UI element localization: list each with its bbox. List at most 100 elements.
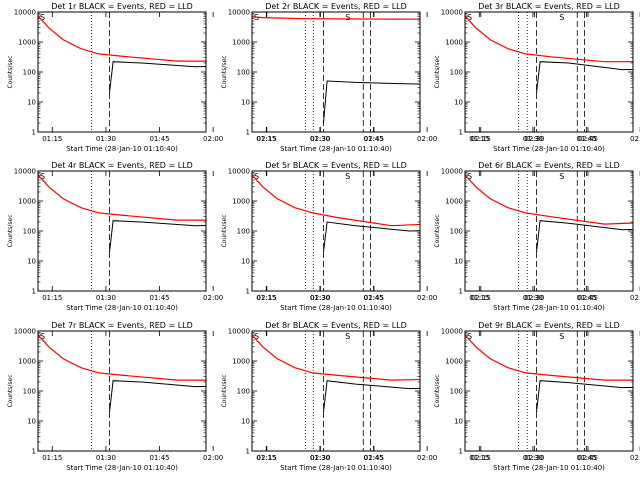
y-tick-label: 1000 bbox=[18, 39, 36, 47]
panel-det-2: Det 2r BLACK = Events, RED = LLD Counts/s… bbox=[221, 2, 598, 153]
x-tick-label: 02:30 bbox=[310, 454, 330, 462]
x-tick-label: 02:30 bbox=[524, 294, 544, 302]
x-tick-label: 01:30 bbox=[310, 454, 330, 462]
y-tick-label: 10000 bbox=[228, 9, 250, 17]
y-tick-label: 10 bbox=[454, 258, 463, 266]
x-tick-label: 01:30 bbox=[96, 135, 116, 143]
y-axis-label: Counts/sec bbox=[434, 55, 441, 88]
y-axis-label: Counts/sec bbox=[221, 374, 228, 407]
x-tick-label: 01:45 bbox=[576, 454, 596, 462]
y-tick-label: 10 bbox=[27, 258, 36, 266]
saa-flag: S bbox=[467, 332, 472, 341]
series-lld-line bbox=[38, 334, 206, 381]
plot-frame bbox=[251, 330, 421, 452]
panel-det-9: Det 9r BLACK = Events, RED = LLD Counts/s… bbox=[434, 321, 640, 472]
panel-det-5: Det 5r BLACK = Events, RED = LLD Counts/s… bbox=[221, 161, 598, 312]
x-axis-label: Start Time (28-Jan-10 01:10:40) bbox=[280, 464, 392, 472]
y-tick-label: 100 bbox=[237, 228, 250, 236]
y-tick-label: 1000 bbox=[445, 198, 463, 206]
y-axis-label: Counts/sec bbox=[7, 214, 14, 247]
panel-title: Det 5r BLACK = Events, RED = LLD bbox=[265, 161, 407, 170]
y-tick-label: 100 bbox=[450, 69, 463, 77]
x-tick-label: 02:00 bbox=[203, 294, 223, 302]
y-tick-label: 100 bbox=[237, 388, 250, 396]
panel-title: Det 1r BLACK = Events, RED = LLD bbox=[51, 2, 193, 11]
x-tick-label: 02:30 bbox=[310, 294, 330, 302]
series-events-line bbox=[536, 61, 633, 94]
x-tick-label: 02:30 bbox=[524, 135, 544, 143]
panel-det-1: Det 1r BLACK = Events, RED = LLD Counts/s… bbox=[7, 2, 384, 153]
saa-flag: S bbox=[345, 332, 350, 341]
saa-flag: S bbox=[254, 332, 259, 341]
x-tick-label: 01:15 bbox=[469, 294, 489, 302]
x-tick-label: 02:30 bbox=[310, 135, 330, 143]
y-axis-label: Counts/sec bbox=[434, 214, 441, 247]
x-tick-label: 01:45 bbox=[363, 294, 383, 302]
x-tick-label: 01:45 bbox=[149, 294, 169, 302]
x-tick-label: 01:45 bbox=[576, 294, 596, 302]
x-axis-label: Start Time (28-Jan-10 01:10:40) bbox=[66, 464, 178, 472]
series-events-line bbox=[109, 61, 206, 94]
x-tick-label: 02:15 bbox=[257, 294, 277, 302]
saa-flag: S bbox=[559, 172, 564, 181]
x-tick-label: 02:00 bbox=[630, 135, 640, 143]
y-tick-label: 1 bbox=[459, 129, 463, 137]
panel-title: Det 2r BLACK = Events, RED = LLD bbox=[265, 2, 407, 11]
x-tick-label: 02:00 bbox=[630, 294, 640, 302]
x-tick-label: 01:15 bbox=[42, 454, 62, 462]
y-tick-label: 10000 bbox=[441, 328, 463, 336]
y-axis-label: Counts/sec bbox=[434, 374, 441, 407]
x-tick-label: 01:15 bbox=[469, 135, 489, 143]
y-tick-label: 10000 bbox=[441, 168, 463, 176]
series-lld-line bbox=[38, 15, 206, 62]
y-tick-label: 100 bbox=[450, 228, 463, 236]
x-tick-label: 02:45 bbox=[578, 294, 598, 302]
saa-flag: S bbox=[467, 172, 472, 181]
panel-title: Det 8r BLACK = Events, RED = LLD bbox=[265, 321, 407, 330]
x-tick-label: 01:30 bbox=[523, 294, 543, 302]
panel-title: Det 9r BLACK = Events, RED = LLD bbox=[478, 321, 620, 330]
y-tick-label: 1000 bbox=[232, 39, 250, 47]
x-axis-label: Start Time (28-Jan-10 01:10:40) bbox=[493, 464, 605, 472]
y-tick-label: 1000 bbox=[232, 198, 250, 206]
y-tick-label: 1 bbox=[246, 448, 250, 456]
saa-flag: S bbox=[40, 13, 45, 22]
x-tick-label: 02:15 bbox=[471, 454, 491, 462]
series-lld-line bbox=[252, 16, 420, 20]
y-tick-label: 1 bbox=[246, 288, 250, 296]
plot-frame bbox=[464, 11, 634, 133]
x-tick-label: 02:45 bbox=[364, 294, 384, 302]
y-tick-label: 1000 bbox=[18, 198, 36, 206]
x-axis-label: Start Time (28-Jan-10 01:10:40) bbox=[66, 145, 178, 153]
saa-flag: S bbox=[467, 13, 472, 22]
x-tick-label: 02:30 bbox=[524, 454, 544, 462]
x-tick-label: 01:15 bbox=[256, 454, 276, 462]
y-tick-label: 10 bbox=[241, 99, 250, 107]
series-lld-line bbox=[465, 15, 633, 63]
plot-frame bbox=[464, 170, 634, 292]
panel-title: Det 4r BLACK = Events, RED = LLD bbox=[51, 161, 193, 170]
panel-title: Det 7r BLACK = Events, RED = LLD bbox=[51, 321, 193, 330]
y-tick-label: 10000 bbox=[228, 328, 250, 336]
y-axis-label: Counts/sec bbox=[221, 55, 228, 88]
x-axis-label: Start Time (28-Jan-10 01:10:40) bbox=[280, 304, 392, 312]
plot-frame bbox=[37, 170, 207, 292]
x-tick-label: 02:45 bbox=[364, 454, 384, 462]
x-tick-label: 02:00 bbox=[203, 135, 223, 143]
x-tick-label: 02:15 bbox=[257, 135, 277, 143]
x-tick-label: 02:45 bbox=[578, 135, 598, 143]
y-tick-label: 10000 bbox=[14, 328, 36, 336]
x-tick-label: 02:15 bbox=[471, 135, 491, 143]
saa-flag: S bbox=[559, 13, 564, 22]
y-tick-label: 1 bbox=[32, 448, 36, 456]
panel-det-6: Det 6r BLACK = Events, RED = LLD Counts/s… bbox=[434, 161, 640, 312]
x-tick-label: 01:45 bbox=[576, 135, 596, 143]
x-tick-label: 02:00 bbox=[203, 454, 223, 462]
series-events-line bbox=[323, 80, 420, 124]
x-tick-label: 02:00 bbox=[630, 454, 640, 462]
panel-det-3: Det 3r BLACK = Events, RED = LLD Counts/s… bbox=[434, 2, 640, 153]
panel-title: Det 3r BLACK = Events, RED = LLD bbox=[478, 2, 620, 11]
y-tick-label: 1000 bbox=[232, 358, 250, 366]
y-tick-label: 100 bbox=[23, 388, 36, 396]
